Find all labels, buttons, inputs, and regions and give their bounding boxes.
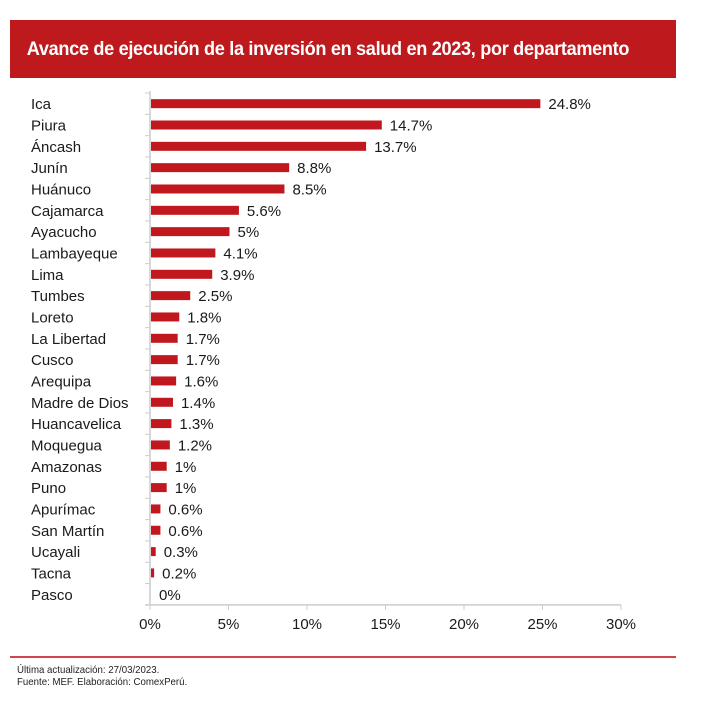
- value-label: 1%: [175, 480, 197, 497]
- bar: [151, 525, 161, 535]
- category-label: Amazonas: [31, 459, 102, 476]
- value-label: 0.3%: [164, 544, 198, 561]
- category-label: Piura: [31, 117, 67, 134]
- value-label: 4.1%: [223, 245, 257, 262]
- category-label: Apurímac: [31, 501, 96, 518]
- category-label: Moquegua: [31, 437, 103, 454]
- category-label: Ica: [31, 96, 52, 113]
- value-label: 8.8%: [297, 160, 331, 177]
- value-label: 1.2%: [178, 437, 212, 454]
- value-label: 5.6%: [247, 203, 281, 220]
- category-label: Lambayeque: [31, 245, 118, 262]
- category-label: Huánuco: [31, 181, 91, 198]
- x-tick-label: 25%: [527, 616, 557, 633]
- category-label: Tumbes: [31, 288, 85, 305]
- value-label: 0.6%: [168, 501, 202, 518]
- category-label: Pasco: [31, 587, 73, 604]
- value-label: 5%: [238, 224, 260, 241]
- category-label: Lima: [31, 267, 64, 284]
- category-label: San Martín: [31, 523, 104, 540]
- footer: Última actualización: 27/03/2023. Fuente…: [17, 664, 187, 688]
- value-label: 8.5%: [292, 181, 326, 198]
- category-label: Cusco: [31, 352, 74, 369]
- value-label: 3.9%: [220, 267, 254, 284]
- bar: [151, 504, 161, 514]
- category-label: Loreto: [31, 309, 74, 326]
- value-label: 0%: [159, 587, 181, 604]
- x-tick-label: 10%: [292, 616, 322, 633]
- category-label: Madre de Dios: [31, 395, 129, 412]
- value-label: 1.7%: [186, 352, 220, 369]
- category-label: Junín: [31, 160, 68, 177]
- bar: [151, 205, 239, 215]
- category-label: Ucayali: [31, 544, 80, 561]
- bar: [151, 120, 382, 130]
- value-label: 14.7%: [390, 117, 433, 134]
- value-label: 0.6%: [168, 523, 202, 540]
- value-label: 24.8%: [548, 96, 591, 113]
- chart-title-bar: Avance de ejecución de la inversión en s…: [10, 20, 676, 78]
- x-tick-label: 5%: [218, 616, 240, 633]
- bar: [151, 333, 178, 343]
- category-label: Arequipa: [31, 373, 92, 390]
- bar: [151, 419, 172, 429]
- value-label: 1%: [175, 459, 197, 476]
- value-label: 1.3%: [179, 416, 213, 433]
- bar: [151, 568, 155, 578]
- source-note: Fuente: MEF. Elaboración: ComexPerú.: [17, 676, 188, 688]
- bar: [151, 184, 285, 194]
- category-label: La Libertad: [31, 331, 106, 348]
- value-label: 13.7%: [374, 139, 417, 156]
- bar: [151, 99, 541, 109]
- bar: [151, 291, 191, 301]
- value-label: 1.4%: [181, 395, 215, 412]
- category-label: Ayacucho: [31, 224, 97, 241]
- bar: [151, 547, 156, 557]
- category-label: Puno: [31, 480, 66, 497]
- category-label: Huancavelica: [31, 416, 122, 433]
- bar: [151, 163, 290, 173]
- footer-divider: [10, 656, 676, 658]
- chart-title: Avance de ejecución de la inversión en s…: [26, 37, 630, 60]
- bar: [151, 440, 170, 450]
- category-label: Áncash: [31, 139, 81, 156]
- x-tick-label: 15%: [370, 616, 400, 633]
- bar: [151, 483, 167, 493]
- value-label: 1.8%: [187, 309, 221, 326]
- bar: [151, 461, 167, 471]
- bar: [151, 397, 173, 407]
- bar: [151, 355, 178, 365]
- bar: [151, 376, 177, 386]
- bar: [151, 269, 213, 279]
- category-label: Cajamarca: [31, 203, 104, 220]
- bar: [151, 248, 216, 258]
- x-tick-label: 30%: [606, 616, 636, 633]
- x-tick-label: 20%: [449, 616, 479, 633]
- value-label: 2.5%: [198, 288, 232, 305]
- x-tick-label: 0%: [139, 616, 161, 633]
- bar-chart: 0% 5% 10% 15% 20% 25% 30% Ica 24.8% Piura 14.7% Ánc…: [31, 91, 636, 633]
- bar: [151, 312, 180, 322]
- category-label: Tacna: [31, 565, 72, 582]
- bar: [151, 141, 367, 151]
- bar: [151, 227, 230, 237]
- value-label: 1.7%: [186, 331, 220, 348]
- value-label: 0.2%: [162, 565, 196, 582]
- value-label: 1.6%: [184, 373, 218, 390]
- last-updated-note: Última actualización: 27/03/2023.: [17, 664, 160, 676]
